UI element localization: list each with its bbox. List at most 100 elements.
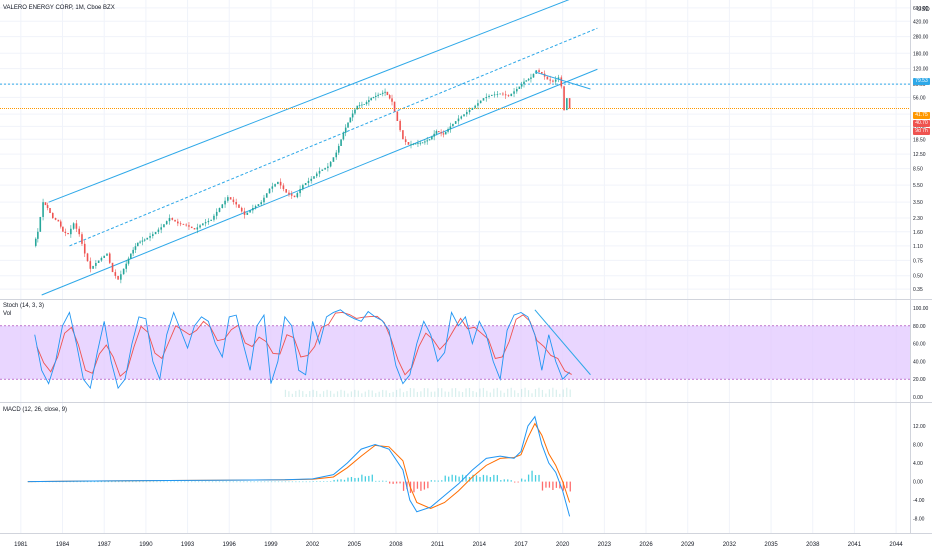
candle-body xyxy=(279,181,282,186)
macd-histogram-bar xyxy=(86,481,89,483)
volume-bar xyxy=(524,387,526,397)
macd-histogram-bar xyxy=(385,480,387,482)
candle-body xyxy=(513,91,515,94)
candle-body xyxy=(554,79,557,82)
time-tick-label: 1999 xyxy=(264,542,278,548)
macd-histogram-bar xyxy=(520,478,523,482)
candle-body xyxy=(130,253,132,259)
macd-histogram-bar xyxy=(83,481,85,483)
stoch-tick-label: 100.00 xyxy=(913,306,929,312)
time-tick-label: 1993 xyxy=(181,542,195,548)
time-tick-label: 1981 xyxy=(14,542,28,548)
volume-bar xyxy=(420,391,422,397)
macd-histogram-bar xyxy=(302,481,304,483)
volume-bar xyxy=(329,390,332,397)
macd-histogram-bar xyxy=(166,481,169,483)
macd-histogram-bar xyxy=(187,481,189,483)
macd-histogram-bar xyxy=(142,481,144,483)
volume-bar xyxy=(458,391,460,397)
price-pane[interactable] xyxy=(0,0,910,296)
candle-body xyxy=(525,80,528,82)
macd-histogram-bar xyxy=(263,481,266,483)
macd-histogram-bar xyxy=(559,481,561,489)
candle-body xyxy=(44,202,47,206)
macd-histogram-bar xyxy=(531,470,533,482)
candle-body xyxy=(335,152,338,158)
volume-bar xyxy=(409,387,412,397)
stoch-pane[interactable] xyxy=(0,309,910,397)
candle-body xyxy=(344,127,347,133)
volume-bar xyxy=(496,387,498,397)
candle-body xyxy=(417,143,419,145)
macd-histogram-bar xyxy=(270,481,273,483)
macd-histogram-bar xyxy=(156,481,158,483)
macd-histogram-bar xyxy=(406,481,408,490)
time-tick-label: 2026 xyxy=(639,542,653,548)
volume-bar xyxy=(569,389,571,397)
candle-body xyxy=(160,227,162,230)
candle-body xyxy=(49,208,51,214)
macd-histogram-bar xyxy=(336,479,339,482)
time-tick-label: 2038 xyxy=(806,542,820,548)
macd-histogram-bar xyxy=(312,481,314,482)
candle-body xyxy=(120,274,122,280)
candle-body xyxy=(39,216,42,232)
candle-body xyxy=(444,131,447,135)
candle-body xyxy=(351,113,354,118)
volume-bar xyxy=(507,388,509,397)
candle-body xyxy=(218,208,221,212)
candle-body xyxy=(111,262,114,273)
macd-histogram-bar xyxy=(441,480,443,482)
macd-histogram-bar xyxy=(416,481,419,489)
macd-histogram-bar xyxy=(538,474,540,482)
candle-body xyxy=(507,95,510,97)
candle-body xyxy=(485,97,488,99)
macd-histogram-bar xyxy=(364,476,366,482)
candle-body xyxy=(249,210,251,213)
candle-body xyxy=(404,139,407,143)
macd-histogram-bar xyxy=(326,481,328,482)
volume-bar xyxy=(527,390,530,397)
volume-bar xyxy=(295,390,297,397)
volume-bar xyxy=(430,391,432,397)
candle-body xyxy=(83,243,86,254)
candle-body xyxy=(496,93,499,95)
candle-body xyxy=(433,133,435,137)
macd-histogram-bar xyxy=(552,481,554,490)
volume-bar xyxy=(548,389,550,397)
candle-body xyxy=(238,204,240,208)
volume-bar xyxy=(368,389,370,397)
macd-histogram-bar xyxy=(208,481,210,483)
candle-body xyxy=(57,219,60,222)
volume-bar xyxy=(534,389,537,397)
volume-bar xyxy=(333,393,335,397)
candle-body xyxy=(313,176,315,179)
time-tick-label: 1987 xyxy=(98,542,112,548)
macd-histogram-bar xyxy=(472,474,474,482)
candle-body xyxy=(122,268,125,275)
macd-histogram-bar xyxy=(413,481,415,493)
candle-body xyxy=(386,91,389,96)
macd-histogram-bar xyxy=(149,481,151,483)
volume-bar xyxy=(364,391,366,397)
candle-body xyxy=(365,102,368,105)
volume-bar xyxy=(340,389,342,397)
candle-body xyxy=(530,77,532,79)
candle-body xyxy=(327,166,329,168)
candle-body xyxy=(152,234,154,236)
macd-histogram-bar xyxy=(243,481,245,483)
candle-body xyxy=(179,223,182,225)
macd-histogram-bar xyxy=(215,481,217,483)
macd-pane[interactable] xyxy=(27,415,571,517)
macd-histogram-bar xyxy=(354,478,356,482)
candle-body xyxy=(396,111,399,122)
candle-body xyxy=(202,223,204,226)
candle-body xyxy=(428,139,431,141)
stoch-tick-label: 0.00 xyxy=(913,395,923,401)
candle-body xyxy=(538,70,540,72)
stoch-title: Stoch (14, 3, 3) xyxy=(3,303,45,309)
candle-body xyxy=(174,219,176,222)
candle-body xyxy=(290,194,293,196)
